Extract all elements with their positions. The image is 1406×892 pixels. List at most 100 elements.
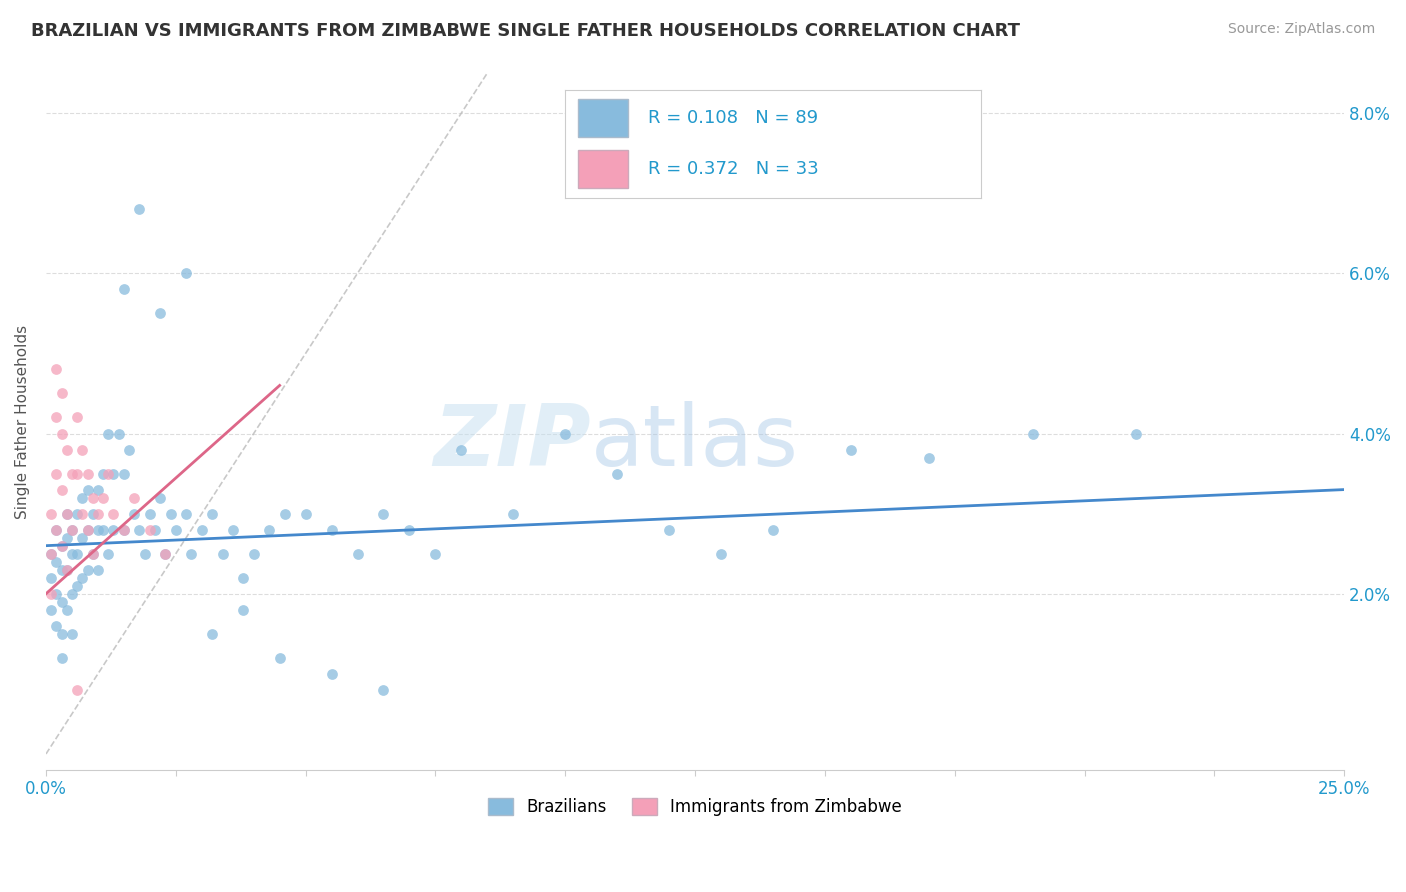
Point	[502, 507, 524, 521]
Point	[232, 603, 254, 617]
Point	[112, 523, 135, 537]
Point	[87, 507, 110, 521]
Point	[39, 547, 62, 561]
Point	[122, 507, 145, 521]
Point	[72, 442, 94, 457]
Point	[76, 563, 98, 577]
Point	[87, 483, 110, 497]
Point	[45, 362, 67, 376]
Text: BRAZILIAN VS IMMIGRANTS FROM ZIMBABWE SINGLE FATHER HOUSEHOLDS CORRELATION CHART: BRAZILIAN VS IMMIGRANTS FROM ZIMBABWE SI…	[31, 22, 1019, 40]
Point	[103, 467, 125, 481]
Point	[174, 507, 197, 521]
Point	[39, 507, 62, 521]
Point	[72, 491, 94, 505]
Point	[294, 507, 316, 521]
Point	[76, 523, 98, 537]
Point	[143, 523, 166, 537]
Point	[66, 579, 89, 593]
Point	[66, 547, 89, 561]
Point	[425, 547, 447, 561]
Point	[55, 563, 77, 577]
Point	[66, 507, 89, 521]
Point	[60, 467, 83, 481]
Point	[72, 507, 94, 521]
Y-axis label: Single Father Households: Single Father Households	[15, 325, 30, 518]
Point	[918, 450, 941, 465]
Point	[60, 587, 83, 601]
Point	[72, 571, 94, 585]
Point	[82, 547, 104, 561]
Point	[450, 442, 472, 457]
Point	[128, 523, 150, 537]
Point	[60, 627, 83, 641]
Point	[398, 523, 420, 537]
Point	[82, 491, 104, 505]
Point	[107, 426, 129, 441]
Point	[76, 467, 98, 481]
Point	[45, 619, 67, 633]
Point	[91, 467, 114, 481]
Point	[51, 483, 73, 497]
Point	[55, 442, 77, 457]
Point	[112, 282, 135, 296]
Point	[87, 563, 110, 577]
Point	[1125, 426, 1147, 441]
Point	[155, 547, 177, 561]
Point	[72, 531, 94, 545]
Point	[269, 650, 291, 665]
Point	[112, 467, 135, 481]
Point	[82, 507, 104, 521]
Legend: Brazilians, Immigrants from Zimbabwe: Brazilians, Immigrants from Zimbabwe	[479, 789, 910, 824]
Point	[45, 523, 67, 537]
Point	[606, 467, 628, 481]
Point	[159, 507, 181, 521]
Point	[45, 587, 67, 601]
Point	[149, 491, 172, 505]
Point	[55, 507, 77, 521]
Text: Source: ZipAtlas.com: Source: ZipAtlas.com	[1227, 22, 1375, 37]
Point	[60, 523, 83, 537]
Point	[839, 442, 862, 457]
Point	[122, 491, 145, 505]
Point	[51, 595, 73, 609]
Point	[139, 507, 162, 521]
Point	[66, 410, 89, 425]
Point	[45, 555, 67, 569]
Point	[174, 266, 197, 280]
Text: ZIP: ZIP	[433, 401, 591, 483]
Point	[51, 386, 73, 401]
Point	[55, 563, 77, 577]
Point	[211, 547, 233, 561]
Point	[103, 523, 125, 537]
Text: atlas: atlas	[591, 401, 799, 483]
Point	[259, 523, 281, 537]
Point	[76, 523, 98, 537]
Point	[128, 202, 150, 217]
Point	[201, 627, 224, 641]
Point	[180, 547, 202, 561]
Point	[45, 467, 67, 481]
Point	[51, 627, 73, 641]
Point	[66, 467, 89, 481]
Point	[242, 547, 264, 561]
Point	[232, 571, 254, 585]
Point	[76, 483, 98, 497]
Point	[165, 523, 187, 537]
Point	[710, 547, 733, 561]
Point	[51, 650, 73, 665]
Point	[55, 603, 77, 617]
Point	[134, 547, 156, 561]
Point	[1021, 426, 1043, 441]
Point	[554, 426, 576, 441]
Point	[91, 491, 114, 505]
Point	[39, 571, 62, 585]
Point	[66, 682, 89, 697]
Point	[112, 523, 135, 537]
Point	[60, 523, 83, 537]
Point	[346, 547, 368, 561]
Point	[321, 523, 343, 537]
Point	[155, 547, 177, 561]
Point	[201, 507, 224, 521]
Point	[658, 523, 681, 537]
Point	[97, 467, 120, 481]
